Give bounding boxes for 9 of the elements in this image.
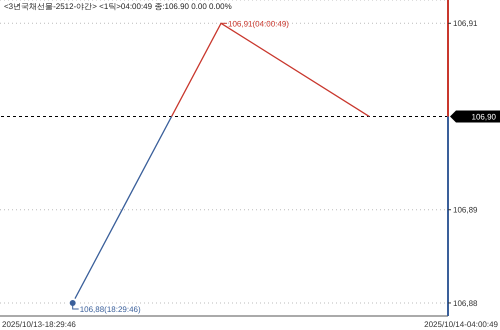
y-tick-label: 106,91 <box>453 19 478 28</box>
chart-title: <3년국채선물-2512-야간> <1틱>04:00:49 종:106.90 0.00 0.00% <box>4 2 232 11</box>
ref-line-label: 106,90 <box>472 112 497 122</box>
data-label: 106,88(18:29:46) <box>80 304 141 314</box>
text: 2025/10/13-18:29:46 <box>2 320 76 329</box>
y-tick-label: 106,88 <box>453 298 478 308</box>
text: 2025/10/14-04:00:49 <box>424 320 499 329</box>
y-tick-label: 106,89 <box>453 206 478 215</box>
data-label: 106,91(04:00:49) <box>228 19 290 28</box>
